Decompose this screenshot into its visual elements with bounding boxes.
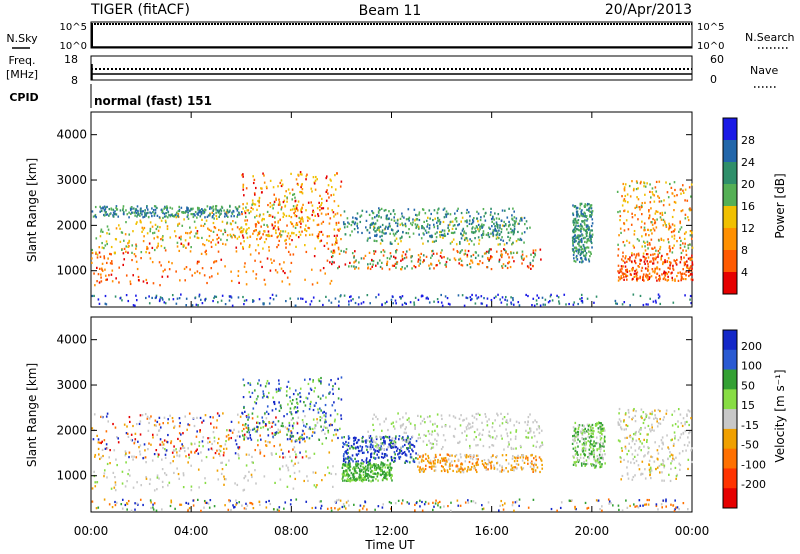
colorbar-tick-label: -100 — [741, 458, 766, 471]
x-axis-ticks: 00:00 04:00 08:00 12:00 16:00 20:00 00:00 — [74, 112, 710, 538]
colorbar-tick-label: -15 — [741, 419, 759, 432]
colorbar-swatch — [723, 389, 737, 410]
colorbar-tick-label: 200 — [741, 340, 762, 353]
nsky-tick-top: 10^5 — [60, 22, 87, 33]
colorbar-tick-label: 24 — [741, 156, 755, 169]
power-data — [91, 171, 694, 307]
velocity-colorbar: 200 100 50 15 -15 -50 -100 -200 — [722, 329, 766, 509]
power-ylabel: Slant Range [km] — [25, 158, 39, 262]
colorbar-tick-label: 100 — [741, 360, 762, 373]
colorbar-swatch — [723, 349, 737, 371]
colorbar-tick-label: 15 — [741, 399, 755, 412]
y-tick-label: 1000 — [56, 264, 87, 278]
velocity-yticks: 1000 2000 3000 4000 — [56, 333, 692, 483]
y-tick-label: 1000 — [56, 469, 87, 483]
colorbar-tick-label: -200 — [741, 478, 766, 491]
y-tick-label: 4000 — [56, 333, 87, 347]
colorbar-tick-label: 28 — [741, 134, 755, 147]
colorbar-tick-label: -50 — [741, 439, 759, 452]
freq-panel: Freq. [MHz] 18 8 60 0 Nave — [6, 53, 778, 88]
cpid-label: CPID — [9, 91, 38, 104]
figure-title: TIGER (fitACF) — [90, 2, 190, 18]
nsky-panel: N.Sky 10^5 10^0 10^5 10^0 N.Search — [6, 21, 795, 52]
x-tick-label: 08:00 — [274, 524, 309, 538]
nsearch-label: N.Search — [745, 31, 795, 44]
power-panel: 1000 2000 3000 4000 Slant Range [km] 4 8 12 16… — [25, 111, 787, 308]
power-colorbar: 4 8 12 16 20 24 28 — [722, 117, 755, 295]
x-tick-label: 00:00 — [74, 524, 109, 538]
freq-label: Freq. — [8, 54, 35, 67]
colorbar-swatch — [723, 428, 737, 450]
beam-label: Beam 11 — [359, 3, 422, 19]
x-tick-label: 12:00 — [374, 524, 409, 538]
nsearch-tick-top: 10^5 — [697, 22, 724, 33]
colorbar-tick-label: 50 — [741, 379, 755, 392]
colorbar-swatch — [723, 118, 737, 141]
y-tick-label: 3000 — [56, 378, 87, 392]
colorbar-tick-label: 16 — [741, 200, 755, 213]
freq-tick-bottom: 8 — [71, 74, 78, 87]
x-tick-label: 00:00 — [675, 524, 710, 538]
nsky-tick-bottom: 10^0 — [60, 41, 87, 52]
colorbar-swatch — [723, 250, 737, 273]
colorbar-tick-label: 8 — [741, 244, 748, 257]
nsky-label: N.Sky — [6, 32, 38, 45]
freq-tick-top: 18 — [64, 53, 78, 66]
colorbar-swatch — [723, 369, 737, 390]
date-label: 20/Apr/2013 — [605, 2, 692, 18]
colorbar-swatch — [723, 162, 737, 185]
colorbar-swatch — [723, 206, 737, 229]
velocity-ylabel: Slant Range [km] — [25, 363, 39, 467]
colorbar-tick-label: 4 — [741, 266, 748, 279]
cpid-row: CPID normal (fast) 151 — [9, 84, 212, 108]
x-axis-label: Time UT — [364, 538, 415, 552]
colorbar-swatch — [723, 272, 737, 295]
y-tick-label: 3000 — [56, 173, 87, 187]
colorbar-tick-label: 20 — [741, 178, 755, 191]
freq-unit: [MHz] — [6, 68, 38, 81]
y-tick-label: 4000 — [56, 128, 87, 142]
colorbar-tick-label: 12 — [741, 222, 755, 235]
colorbar-swatch — [723, 228, 737, 251]
colorbar-swatch — [723, 140, 737, 163]
velocity-data — [91, 376, 693, 512]
colorbar-swatch — [723, 468, 737, 489]
colorbar-swatch — [723, 409, 737, 430]
velocity-colorbar-label: Velocity [m s⁻¹] — [773, 369, 787, 462]
x-tick-label: 04:00 — [174, 524, 209, 538]
colorbar-swatch — [723, 488, 737, 509]
x-tick-label: 16:00 — [474, 524, 509, 538]
colorbar-swatch — [723, 448, 737, 469]
nsearch-tick-bottom: 10^0 — [697, 41, 724, 52]
nave-label: Nave — [750, 64, 778, 77]
velocity-panel: 1000 2000 3000 4000 Slant Range [km] 200 100… — [25, 316, 787, 513]
y-tick-label: 2000 — [56, 218, 87, 232]
y-tick-label: 2000 — [56, 423, 87, 437]
x-tick-label: 20:00 — [575, 524, 610, 538]
power-colorbar-label: Power [dB] — [773, 173, 787, 238]
cpid-value: normal (fast) 151 — [94, 94, 212, 108]
nave-tick-top: 60 — [710, 53, 724, 66]
nave-tick-bottom: 0 — [710, 73, 717, 86]
colorbar-swatch — [723, 184, 737, 207]
colorbar-swatch — [723, 330, 737, 351]
power-yticks: 1000 2000 3000 4000 — [56, 128, 692, 278]
